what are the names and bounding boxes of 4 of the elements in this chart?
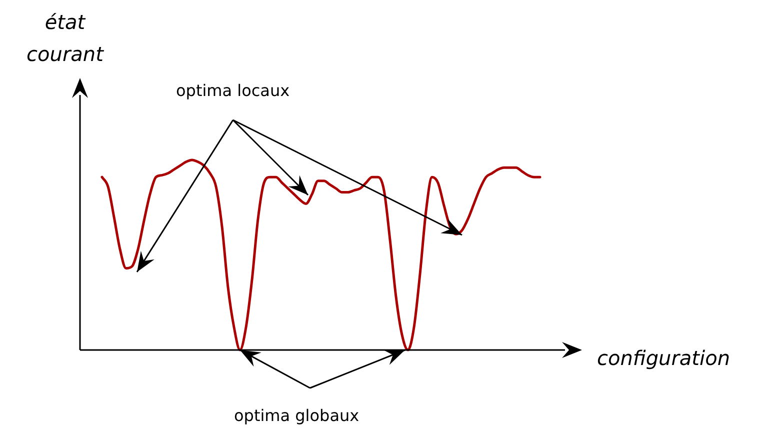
text: optima locaux xyxy=(176,81,290,100)
y-axis-title: état courant xyxy=(26,9,105,68)
x-axis-title: configuration xyxy=(597,346,730,370)
text: optima globaux xyxy=(234,406,360,425)
